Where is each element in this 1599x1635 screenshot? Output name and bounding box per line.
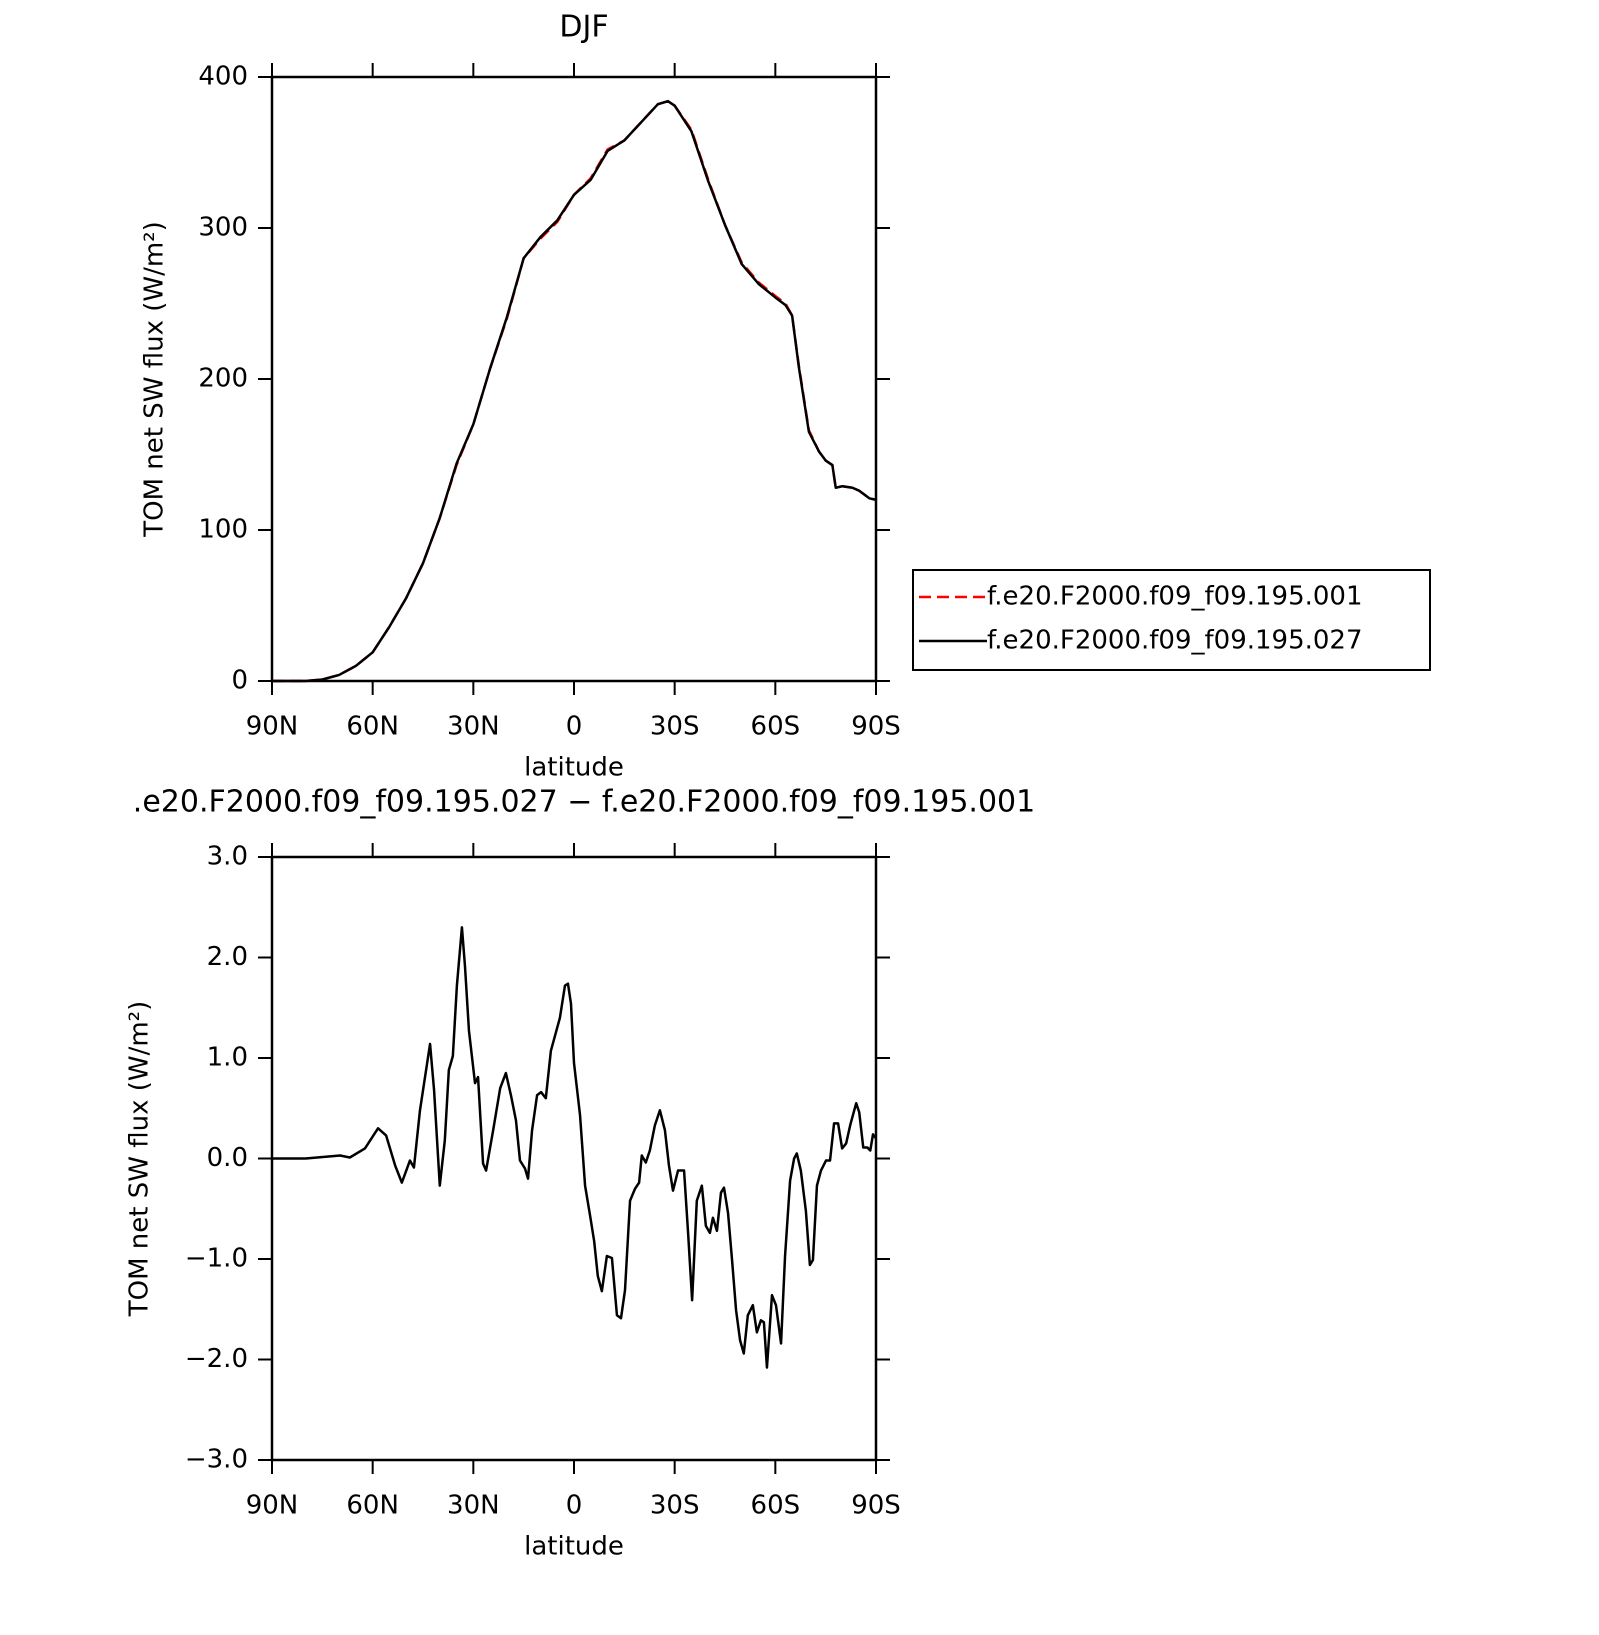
x-tick-label: 30N [447,1491,500,1521]
data-line [272,926,877,1369]
x-tick-label: 60N [346,712,399,742]
x-tick-label: 0 [566,1491,583,1521]
y-tick-label: 200 [198,364,248,394]
y-axis-label: TOM net SW flux (W/m²) [140,221,170,537]
x-tick-label: 90S [851,712,901,742]
y-tick-label: −2.0 [185,1344,248,1374]
y-tick-label: 3.0 [207,842,248,872]
x-tick-label: 30S [650,1491,700,1521]
x-tick-label: 60S [751,712,801,742]
x-tick-label: 60N [346,1491,399,1521]
x-tick-label: 0 [566,712,583,742]
plot-frame [270,855,878,1462]
data-line [272,99,877,683]
data-line [272,99,877,683]
y-tick-label: 2.0 [207,942,248,972]
chart-title: .e20.F2000.f09_f09.195.027 − f.e20.F2000… [133,785,1035,820]
legend-label: f.e20.F2000.f09_f09.195.027 [987,626,1363,656]
y-tick-label: 1.0 [207,1043,248,1073]
y-axis-label: TOM net SW flux (W/m²) [125,1001,155,1317]
x-tick-label: 90N [246,712,299,742]
y-tick-label: 100 [198,515,248,545]
x-tick-label: 90N [246,1491,299,1521]
x-axis-label: latitude [524,753,624,783]
y-tick-label: 0.0 [207,1143,248,1173]
x-tick-label: 60S [751,1491,801,1521]
plot-frame [270,75,878,683]
x-axis-label: latitude [524,1532,624,1562]
y-tick-label: −1.0 [185,1244,248,1274]
y-tick-label: 400 [198,62,248,92]
x-tick-label: 90S [851,1491,901,1521]
legend-box [912,569,1431,671]
y-tick-label: −3.0 [185,1445,248,1475]
legend-label: f.e20.F2000.f09_f09.195.001 [987,582,1363,612]
chart-title: DJF [559,10,608,45]
x-tick-label: 30S [650,712,700,742]
x-tick-label: 30N [447,712,500,742]
y-tick-label: 300 [198,213,248,243]
y-tick-label: 0 [231,666,248,696]
